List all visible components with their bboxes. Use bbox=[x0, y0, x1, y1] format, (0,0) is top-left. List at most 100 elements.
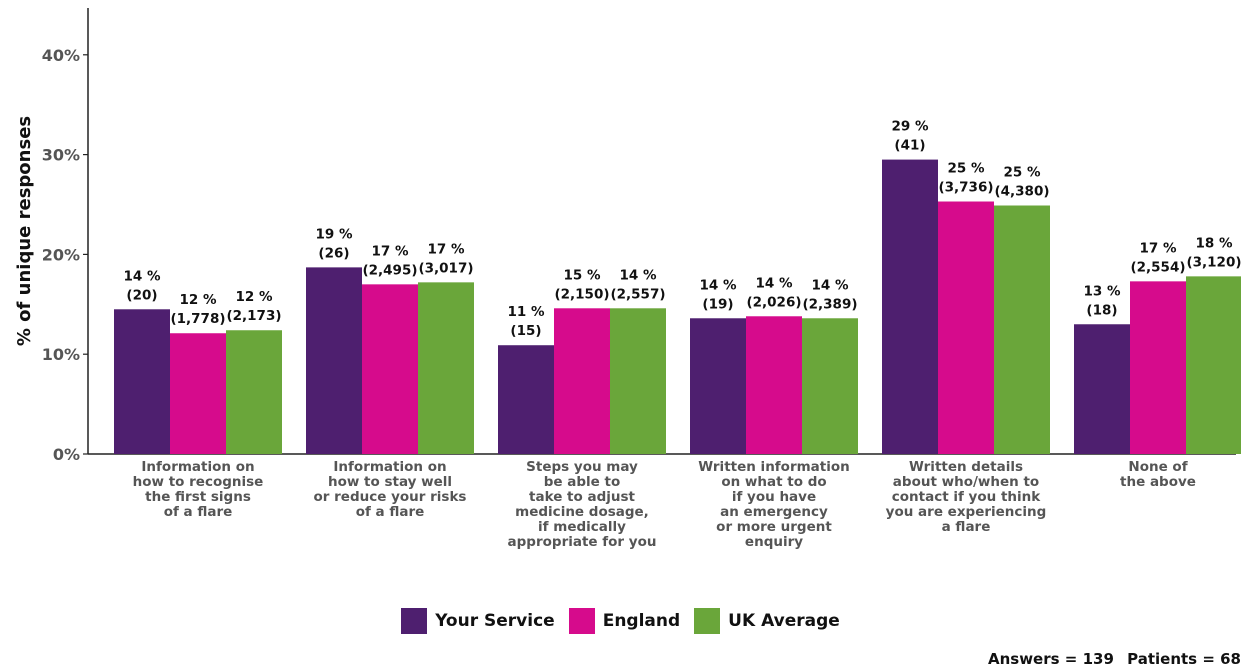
bar bbox=[226, 330, 282, 454]
y-tick-label: 30% bbox=[42, 146, 80, 165]
x-tick-label: of a flare bbox=[356, 504, 425, 520]
bar-chart: 0% 10% 20% 30% 40% % of unique responses 14 % (… bbox=[14, 8, 1241, 550]
x-tick-label: enquiry bbox=[745, 534, 803, 550]
data-label-count: (3,736) bbox=[938, 180, 993, 196]
legend-item-england: England bbox=[568, 608, 681, 634]
x-tick-label: a flare bbox=[942, 519, 991, 535]
x-tick-label: Information on bbox=[141, 459, 254, 475]
data-label-count: (19) bbox=[702, 296, 733, 312]
bar bbox=[170, 333, 226, 454]
x-tick-label: how to stay well bbox=[328, 474, 452, 490]
data-label-percent: 25 % bbox=[1003, 164, 1040, 180]
bar bbox=[690, 318, 746, 454]
bar bbox=[306, 267, 362, 454]
x-tick-label: about who/when to bbox=[893, 474, 1039, 490]
data-label-percent: 14 % bbox=[123, 268, 160, 284]
x-tick-label: or more urgent bbox=[716, 519, 832, 535]
data-label-percent: 17 % bbox=[427, 241, 464, 257]
data-label-count: (20) bbox=[126, 287, 157, 303]
x-tick-label: if you have bbox=[732, 489, 816, 505]
data-label-percent: 11 % bbox=[507, 304, 544, 320]
data-label-count: (4,380) bbox=[994, 183, 1049, 199]
data-label-count: (2,026) bbox=[746, 294, 801, 310]
bar bbox=[362, 284, 418, 454]
bar bbox=[114, 309, 170, 454]
bar bbox=[882, 159, 938, 454]
bar bbox=[802, 318, 858, 454]
bar bbox=[498, 345, 554, 454]
x-tick-label: Written information bbox=[698, 459, 850, 475]
data-label-count: (2,173) bbox=[226, 308, 281, 324]
data-label-percent: 18 % bbox=[1195, 235, 1232, 251]
data-label-percent: 19 % bbox=[315, 226, 352, 242]
x-tick-label: of a flare bbox=[164, 504, 233, 520]
data-label-percent: 14 % bbox=[619, 267, 656, 283]
x-tick-label: how to recognise bbox=[133, 474, 264, 490]
data-label-percent: 17 % bbox=[371, 243, 408, 259]
data-label-percent: 13 % bbox=[1083, 283, 1120, 299]
y-tick-label: 20% bbox=[42, 245, 80, 264]
x-tick-label: you are experiencing bbox=[886, 504, 1047, 520]
data-label-percent: 15 % bbox=[563, 267, 600, 283]
data-label-count: (2,554) bbox=[1130, 259, 1185, 275]
data-label-count: (3,120) bbox=[1186, 254, 1241, 270]
legend-label-your-service: Your Service bbox=[435, 611, 555, 631]
data-label-count: (3,017) bbox=[418, 260, 473, 276]
data-label-percent: 12 % bbox=[235, 289, 272, 305]
x-tick-label: on what to do bbox=[721, 474, 826, 490]
x-tick-label: Written details bbox=[909, 459, 1023, 475]
legend: Your Service England UK Average bbox=[0, 608, 1241, 634]
legend-item-uk-average: UK Average bbox=[694, 608, 840, 634]
bar bbox=[994, 205, 1050, 454]
x-tick-label: Information on bbox=[333, 459, 446, 475]
data-label-percent: 12 % bbox=[179, 292, 216, 308]
bar bbox=[1186, 276, 1241, 454]
data-label-count: (2,389) bbox=[802, 296, 857, 312]
y-tick-label: 10% bbox=[42, 345, 80, 364]
x-tick-label: appropriate for you bbox=[508, 534, 657, 550]
bar bbox=[1130, 281, 1186, 454]
x-tick-label: Steps you may bbox=[526, 459, 638, 475]
patients-count: Patients = 68 bbox=[1127, 650, 1241, 668]
bar bbox=[610, 308, 666, 454]
y-tick-label: 0% bbox=[53, 445, 80, 464]
bar bbox=[746, 316, 802, 454]
data-label-percent: 14 % bbox=[811, 277, 848, 293]
y-tick-label: 40% bbox=[42, 46, 80, 65]
data-label-count: (26) bbox=[318, 245, 349, 261]
data-label-percent: 14 % bbox=[699, 277, 736, 293]
x-tick-label: contact if you think bbox=[892, 489, 1041, 505]
x-tick-label: if medically bbox=[538, 519, 626, 535]
legend-item-your-service: Your Service bbox=[401, 608, 555, 634]
legend-swatch-uk-average bbox=[694, 608, 721, 634]
bar bbox=[938, 201, 994, 454]
x-tick-label: an emergency bbox=[720, 504, 828, 520]
data-label-percent: 14 % bbox=[755, 275, 792, 291]
data-label-count: (1,778) bbox=[170, 311, 225, 327]
bar bbox=[418, 282, 474, 454]
x-tick-label: None of bbox=[1128, 459, 1187, 475]
data-label-count: (2,557) bbox=[610, 286, 665, 302]
x-tick-label: or reduce your risks bbox=[314, 489, 467, 505]
data-label-count: (41) bbox=[894, 138, 925, 154]
legend-swatch-your-service bbox=[401, 608, 428, 634]
legend-label-england: England bbox=[602, 611, 681, 631]
bar bbox=[554, 308, 610, 454]
legend-label-uk-average: UK Average bbox=[728, 611, 840, 631]
footer-counts: Answers = 139 Patients = 68 bbox=[980, 650, 1241, 668]
data-label-count: (2,495) bbox=[362, 262, 417, 278]
x-tick-label: the above bbox=[1120, 474, 1196, 490]
x-tick-label: be able to bbox=[544, 474, 621, 490]
data-label-count: (18) bbox=[1086, 302, 1117, 318]
x-tick-label: the first signs bbox=[145, 489, 251, 505]
x-tick-label: medicine dosage, bbox=[515, 504, 649, 520]
y-axis-title: % of unique responses bbox=[14, 116, 35, 346]
answers-count: Answers = 139 bbox=[987, 650, 1114, 668]
data-label-percent: 25 % bbox=[947, 161, 984, 177]
data-label-count: (2,150) bbox=[554, 286, 609, 302]
data-label-count: (15) bbox=[510, 323, 541, 339]
bar bbox=[1074, 324, 1130, 454]
data-label-percent: 17 % bbox=[1139, 240, 1176, 256]
data-label-percent: 29 % bbox=[891, 119, 928, 135]
legend-swatch-england bbox=[568, 608, 595, 634]
